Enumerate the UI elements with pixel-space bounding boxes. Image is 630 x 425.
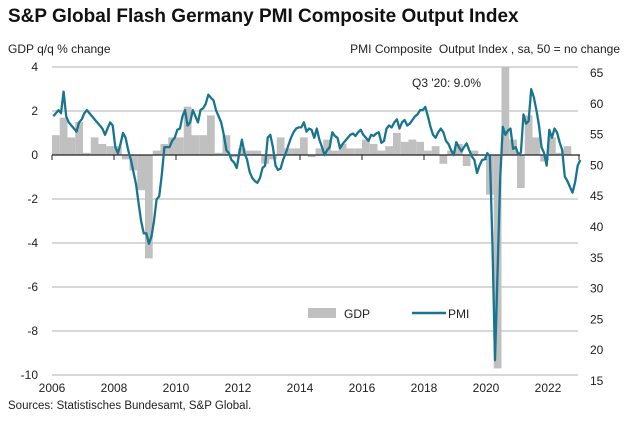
- gdp-bar: [331, 150, 339, 155]
- gdp-bar: [245, 150, 254, 155]
- gdp-bar: [207, 115, 215, 155]
- gdp-bar: [176, 137, 184, 155]
- right-tick-label: 20: [590, 343, 604, 357]
- gdp-bar: [548, 137, 556, 155]
- x-tick-label: 2008: [101, 381, 128, 395]
- right-tick-label: 45: [590, 189, 604, 203]
- gdp-bar: [67, 137, 76, 155]
- left-tick-label: 4: [31, 60, 38, 74]
- gdp-bar: [362, 139, 370, 155]
- gdp-bar: [424, 150, 432, 155]
- gdp-bar: [98, 144, 107, 155]
- x-tick-label: 2018: [411, 381, 438, 395]
- gdp-bar: [447, 150, 455, 155]
- gdp-bar: [323, 139, 331, 155]
- gdp-bar: [563, 146, 572, 155]
- gdp-bar: [346, 148, 355, 155]
- gdp-bar: [400, 141, 409, 155]
- x-tick-label: 2006: [39, 381, 66, 395]
- left-tick-label: -6: [27, 280, 38, 294]
- x-tick-label: 2020: [473, 381, 500, 395]
- gdp-bar: [377, 150, 386, 155]
- x-tick-label: 2010: [163, 381, 190, 395]
- annotation-q3-2020: Q3 '20: 9.0%: [412, 76, 481, 90]
- gdp-bar: [532, 137, 541, 155]
- gdp-bar: [462, 155, 471, 166]
- right-tick-label: 15: [590, 374, 604, 388]
- gdp-bar: [300, 137, 308, 155]
- gdp-bar: [408, 139, 417, 155]
- gdp-bar: [517, 155, 525, 188]
- legend-gdp-swatch: [308, 308, 336, 318]
- right-tick-label: 65: [590, 66, 604, 80]
- gdp-bar: [199, 135, 207, 155]
- gdp-bar: [455, 144, 463, 155]
- gdp-bar: [106, 146, 114, 155]
- gdp-bar: [416, 141, 424, 155]
- gdp-bar: [183, 106, 192, 155]
- left-tick-label: -10: [21, 368, 39, 382]
- gdp-bar: [315, 148, 324, 155]
- x-tick-label: 2012: [225, 381, 252, 395]
- gdp-bar: [385, 146, 393, 155]
- gdp-bar: [137, 155, 145, 191]
- gdp-bar: [393, 133, 401, 155]
- gdp-bar: [369, 144, 378, 155]
- gdp-bar: [52, 135, 60, 155]
- gdp-bar: [431, 146, 440, 155]
- gdp-bar: [307, 155, 316, 158]
- gdp-bar: [253, 150, 262, 155]
- legend-pmi-label: PMI: [448, 307, 469, 321]
- gdp-bar: [230, 155, 238, 158]
- gdp-bar: [129, 155, 138, 171]
- gdp-bar: [269, 155, 277, 160]
- left-tick-label: 0: [31, 148, 38, 162]
- chart-title: S&P Global Flash Germany PMI Composite O…: [8, 6, 519, 27]
- pmi-line: [52, 88, 582, 362]
- right-tick-label: 30: [590, 282, 604, 296]
- gdp-bar: [276, 137, 285, 155]
- gdp-bar: [439, 155, 448, 164]
- sources-note: Sources: Statistisches Bundesamt, S&P Gl…: [8, 400, 252, 412]
- gdp-bar: [83, 152, 91, 155]
- gdp-bar: [90, 137, 99, 155]
- right-axis-title: PMI Composite Output Index , sa, 50 = no…: [350, 42, 620, 56]
- gdp-bar: [59, 117, 68, 155]
- gdp-bar: [338, 144, 347, 155]
- gdp-bar: [121, 155, 130, 160]
- left-tick-label: -4: [27, 236, 38, 250]
- legend: GDP PMI: [308, 307, 469, 321]
- gdp-bar: [555, 152, 564, 155]
- gdp-bar: [168, 137, 176, 155]
- gdp-bar: [214, 152, 223, 155]
- gdp-bar: [152, 150, 161, 155]
- left-tick-label: -8: [27, 324, 38, 338]
- x-tick-label: 2022: [535, 381, 562, 395]
- gdp-bar: [470, 150, 479, 155]
- left-tick-label: 2: [31, 104, 38, 118]
- gdp-bar: [524, 115, 533, 155]
- left-tick-label: -2: [27, 192, 38, 206]
- right-tick-label: 25: [590, 312, 604, 326]
- gdp-bar: [354, 148, 362, 155]
- gdp-bar: [191, 135, 200, 155]
- x-tick-label: 2016: [349, 381, 376, 395]
- gdp-bar: [75, 122, 83, 155]
- right-tick-label: 40: [590, 220, 604, 234]
- gdp-bar: [238, 148, 246, 155]
- gdp-bar: [292, 148, 300, 155]
- left-axis-title: GDP q/q % change: [8, 42, 111, 56]
- legend-gdp-label: GDP: [344, 307, 370, 321]
- gdp-bar: [284, 148, 293, 155]
- right-tick-label: 55: [590, 128, 604, 142]
- right-tick-label: 60: [590, 97, 604, 111]
- right-tick-label: 35: [590, 251, 604, 265]
- x-tick-label: 2014: [287, 381, 314, 395]
- gdp-bar: [501, 67, 510, 155]
- right-tick-label: 50: [590, 158, 604, 172]
- gdp-bar: [145, 155, 153, 259]
